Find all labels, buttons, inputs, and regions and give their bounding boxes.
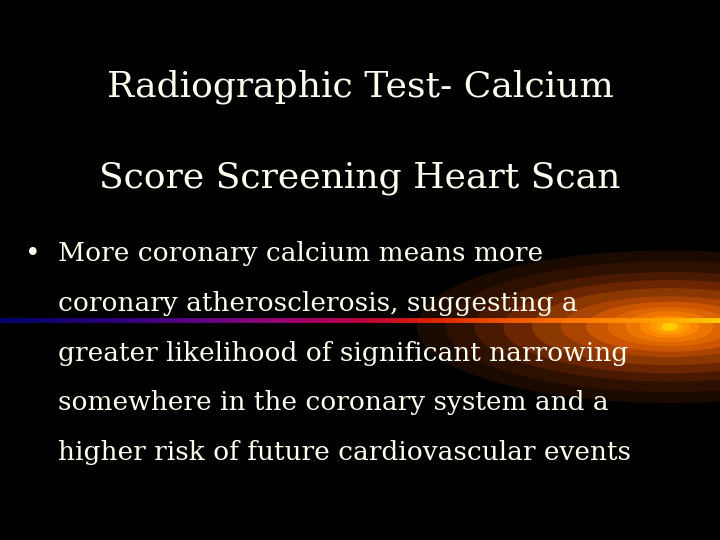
Text: •: •: [24, 241, 40, 266]
Ellipse shape: [475, 273, 720, 381]
Ellipse shape: [626, 312, 713, 341]
Ellipse shape: [608, 308, 720, 346]
Ellipse shape: [446, 262, 720, 392]
Text: somewhere in the coronary system and a: somewhere in the coronary system and a: [58, 390, 608, 415]
Ellipse shape: [662, 323, 677, 330]
Ellipse shape: [562, 297, 720, 356]
Ellipse shape: [587, 302, 720, 351]
Text: coronary atherosclerosis, suggesting a: coronary atherosclerosis, suggesting a: [58, 291, 577, 316]
Text: higher risk of future cardiovascular events: higher risk of future cardiovascular eve…: [58, 440, 631, 465]
Ellipse shape: [504, 281, 720, 373]
Ellipse shape: [533, 289, 720, 365]
Text: More coronary calcium means more: More coronary calcium means more: [58, 241, 543, 266]
Ellipse shape: [650, 319, 690, 334]
Ellipse shape: [657, 322, 683, 332]
Text: Radiographic Test- Calcium: Radiographic Test- Calcium: [107, 69, 613, 104]
Text: Score Screening Heart Scan: Score Screening Heart Scan: [99, 161, 621, 195]
Ellipse shape: [418, 251, 720, 402]
Text: greater likelihood of significant narrowing: greater likelihood of significant narrow…: [58, 341, 628, 366]
Ellipse shape: [641, 316, 698, 337]
